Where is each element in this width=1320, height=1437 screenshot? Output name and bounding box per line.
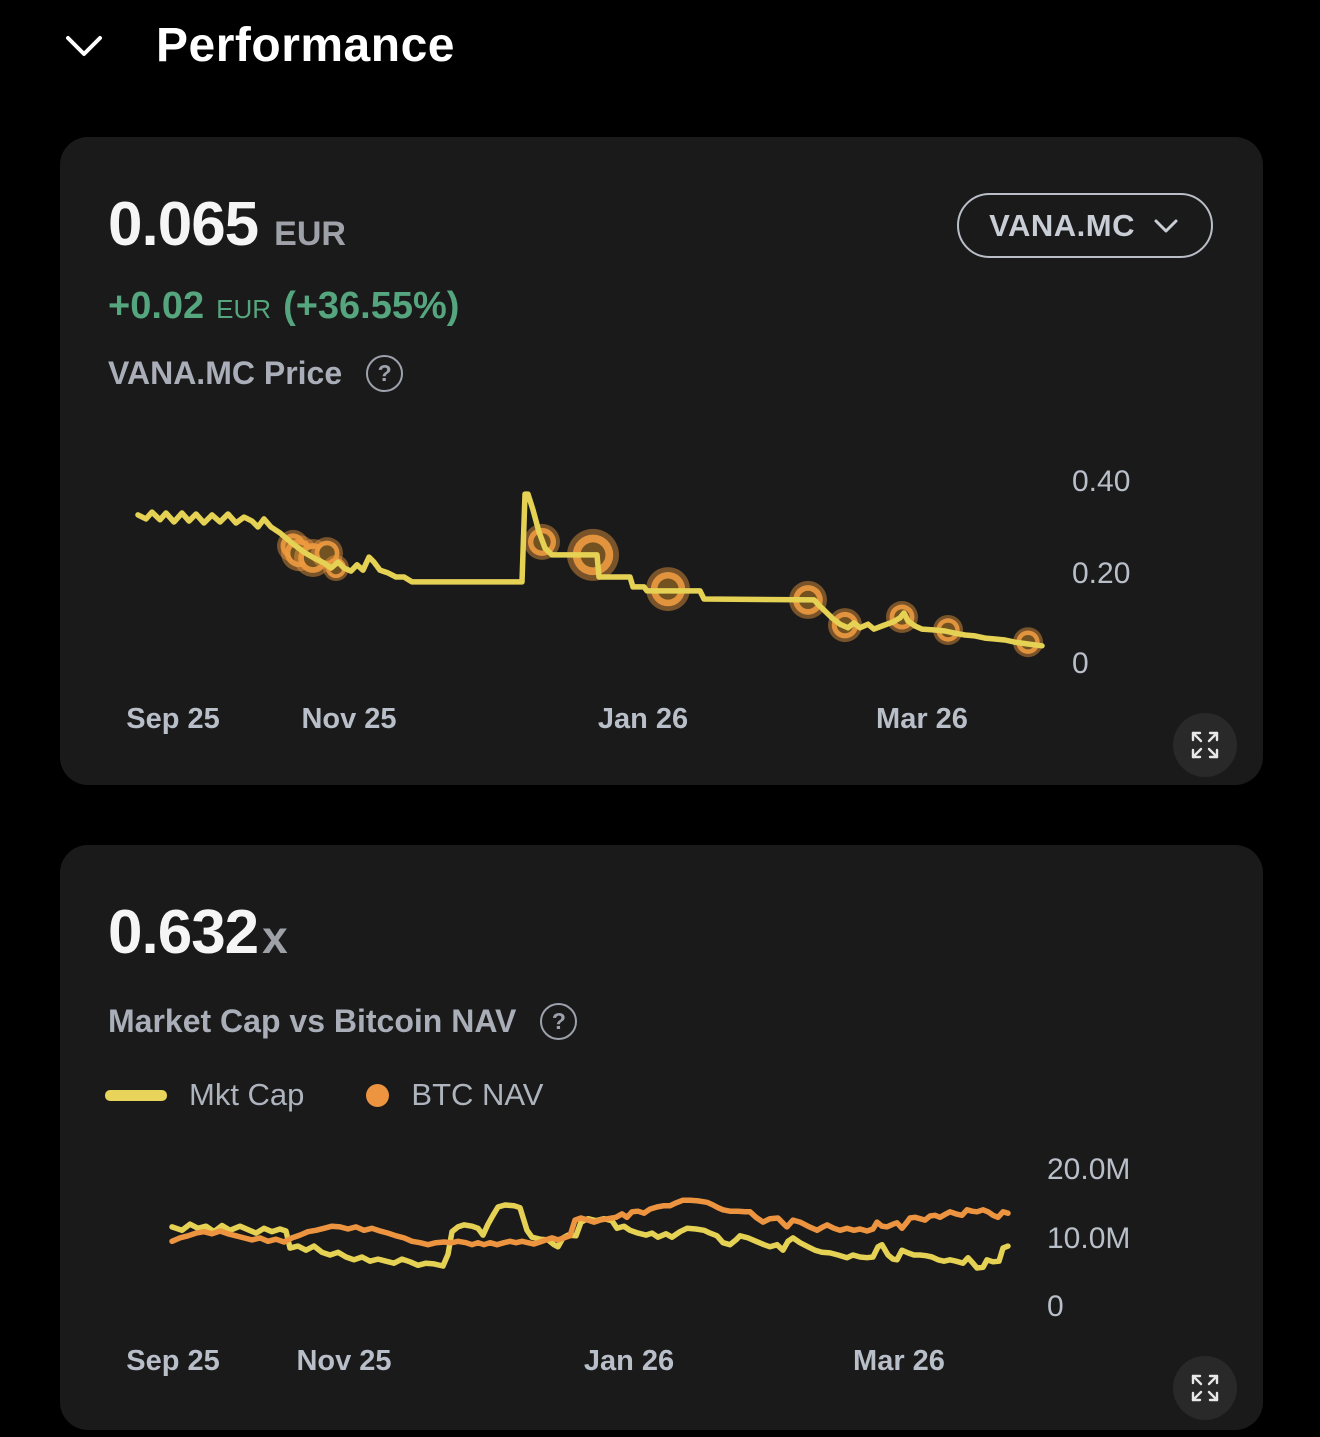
x-axis-tick: Nov 25: [301, 703, 397, 735]
help-icon[interactable]: ?: [366, 355, 404, 392]
nav-metric-label-row: Market Cap vs Bitcoin NAV ?: [108, 1003, 578, 1040]
chevron-down-icon: [1154, 219, 1178, 232]
nav-chart: [169, 1197, 1011, 1271]
price-change-row: +0.02 EUR (+36.55%): [108, 285, 459, 328]
price-metric-label-row: VANA.MC Price ?: [108, 355, 404, 392]
price-change-value: +0.02: [108, 285, 205, 327]
x-axis-tick: Jan 26: [583, 1345, 675, 1377]
x-axis-tick: Sep 25: [126, 1345, 220, 1377]
price-row: 0.065 EUR: [108, 189, 346, 260]
collapse-chevron-icon[interactable]: [62, 32, 106, 60]
y-axis-tick: 0.20: [1072, 557, 1131, 590]
nav-metric-label: Market Cap vs Bitcoin NAV: [108, 1003, 517, 1039]
x-axis-tick: Jan 26: [597, 703, 689, 735]
price-card: 0.065 EUR +0.02 EUR (+36.55%) VANA.MC Pr…: [60, 137, 1263, 785]
expand-icon: [1191, 731, 1219, 759]
price-change-percent: (+36.55%): [283, 285, 460, 327]
x-axis-tick: Sep 25: [126, 703, 220, 735]
x-axis-tick: Nov 25: [296, 1345, 392, 1377]
btc-nav-legend-label: BTC NAV: [411, 1077, 544, 1112]
mkt-cap-legend-label: Mkt Cap: [189, 1077, 305, 1112]
section-title: Performance: [156, 19, 455, 72]
y-axis-tick: 10.0M: [1047, 1222, 1131, 1255]
x-axis-tick: Mar 26: [853, 1345, 945, 1377]
y-axis-tick: 20.0M: [1047, 1153, 1131, 1186]
price-value: 0.065: [108, 190, 259, 259]
y-axis-tick: 0.40: [1072, 465, 1131, 498]
x-axis-tick: Mar 26: [876, 703, 968, 735]
mkt-cap-swatch: [105, 1089, 167, 1101]
chart-legend: Mkt Cap BTC NAV: [105, 1077, 543, 1113]
y-axis-tick: 0: [1072, 647, 1089, 680]
ratio-value: 0.632: [108, 898, 259, 967]
price-metric-label: VANA.MC Price: [108, 355, 343, 391]
expand-chart-button[interactable]: [1173, 1356, 1237, 1420]
help-icon[interactable]: ?: [540, 1003, 578, 1040]
expand-chart-button[interactable]: [1173, 713, 1237, 777]
expand-icon: [1191, 1374, 1219, 1402]
btc-nav-dot: [366, 1083, 390, 1107]
y-axis-tick: 0: [1047, 1290, 1064, 1323]
ticker-label: VANA.MC: [989, 207, 1135, 243]
ratio-suffix: x: [262, 911, 288, 963]
nav-ratio-card: 0.632 x Market Cap vs Bitcoin NAV ? Mkt …: [60, 845, 1263, 1430]
price-change-unit: EUR: [216, 294, 272, 324]
ratio-row: 0.632 x: [108, 897, 288, 968]
performance-section-header: Performance: [62, 18, 455, 73]
price-chart: [135, 491, 1045, 658]
price-unit: EUR: [274, 215, 346, 253]
ticker-selector[interactable]: VANA.MC: [957, 193, 1213, 258]
